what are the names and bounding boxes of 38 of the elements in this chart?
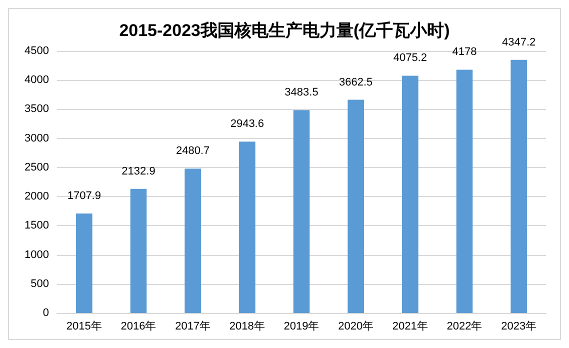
y-tick-label: 0 — [42, 307, 49, 319]
x-tick-label: 2022年 — [446, 320, 482, 332]
y-tick-label: 4000 — [24, 74, 49, 86]
bar — [510, 60, 527, 313]
x-tick-label: 2020年 — [338, 320, 374, 332]
x-tick-label: 2015年 — [66, 320, 102, 332]
bar — [130, 188, 147, 313]
data-label: 4178 — [452, 46, 477, 58]
x-tick-label: 2021年 — [392, 320, 428, 332]
data-label: 3483.5 — [284, 86, 318, 99]
data-label: 2132.9 — [122, 165, 156, 178]
y-tick-label: 1500 — [24, 220, 49, 232]
x-tick-label: 2016年 — [120, 320, 156, 332]
bar — [456, 70, 473, 313]
chart-title: 2015-2023我国核电生产电力量(亿千瓦小时) — [119, 21, 450, 40]
bar — [348, 100, 364, 313]
x-tick-label: 2023年 — [501, 320, 537, 332]
data-label: 4075.2 — [393, 52, 427, 64]
data-label: 3662.5 — [339, 76, 373, 88]
data-label: 2943.6 — [230, 118, 264, 130]
y-tick-label: 500 — [30, 278, 49, 290]
bar — [239, 142, 256, 313]
y-tick-label: 1000 — [24, 248, 49, 261]
y-tick-label: 4500 — [24, 45, 49, 57]
x-tick-label: 2018年 — [229, 320, 265, 332]
bar — [293, 110, 310, 313]
bar — [402, 76, 418, 313]
data-label: 4347.2 — [502, 36, 536, 48]
data-label: 2480.7 — [176, 145, 210, 158]
bar — [184, 168, 201, 313]
data-label: 1707.9 — [67, 190, 101, 202]
y-tick-label: 3500 — [24, 103, 49, 116]
bar — [76, 214, 92, 313]
x-tick-label: 2019年 — [284, 320, 320, 332]
y-tick-label: 2000 — [24, 190, 49, 203]
y-tick-label: 3000 — [24, 132, 49, 144]
y-tick-label: 2500 — [24, 161, 49, 174]
x-tick-label: 2017年 — [175, 320, 211, 332]
